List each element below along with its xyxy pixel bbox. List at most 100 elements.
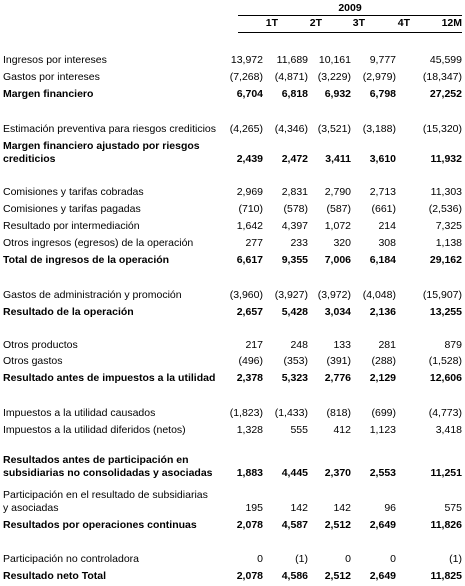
cell-3t: 1,072: [324, 220, 351, 232]
cell-12m: 575: [444, 502, 462, 514]
cell-12m: (4,773): [428, 407, 462, 419]
table-row: Gastos por intereses (7,268) (4,871) (3,229…: [0, 71, 465, 84]
row-label: Total de ingresos de la operación: [3, 254, 170, 266]
cell-2t: 233: [290, 237, 308, 249]
cell-2t: (3,927): [274, 289, 308, 301]
cell-3t: (3,229): [317, 71, 351, 83]
row-label: Comisiones y tarifas cobradas: [3, 186, 144, 198]
row-label: Resultado de la operación: [3, 306, 134, 318]
cell-4t: 2,649: [369, 519, 396, 531]
row-label: Gastos por intereses: [3, 71, 100, 83]
table-row: Impuestos a la utilidad causados (1,823) (…: [0, 407, 465, 420]
row-label: Resultados por operaciones continuas: [3, 519, 197, 531]
cell-3t: 2,790: [324, 186, 351, 198]
row-label: Ingresos por intereses: [3, 54, 107, 66]
cell-1t: 6,617: [236, 254, 263, 266]
cell-4t: 6,184: [369, 254, 396, 266]
cell-12m: (2,536): [428, 203, 462, 215]
cell-12m: (15,907): [422, 289, 462, 301]
column-header-1t: 1T: [265, 17, 278, 29]
cell-1t: 2,378: [236, 372, 263, 384]
row-label: Otros ingresos (egresos) de la operación: [3, 237, 194, 249]
table-row: Resultado antes de impuestos a la utilid…: [0, 372, 465, 385]
year-header: 2009: [338, 2, 362, 14]
cell-3t: 2,776: [324, 372, 351, 384]
table-row: Resultados por operaciones continuas 2,07…: [0, 519, 465, 532]
cell-3t: 3,034: [324, 306, 351, 318]
row-label: Resultados antes de participación en: [3, 454, 189, 466]
cell-1t: 6,704: [236, 88, 263, 100]
cell-1t: 2,078: [236, 570, 263, 582]
cell-4t: (2,979): [362, 71, 396, 83]
cell-1t: (1,823): [229, 407, 263, 419]
cell-3t: (3,972): [317, 289, 351, 301]
cell-3t: (391): [326, 355, 351, 367]
cell-2t: 2,831: [281, 186, 308, 198]
cell-2t: (1): [295, 553, 308, 565]
cell-12m: 11,825: [430, 570, 462, 582]
cell-12m: 3,418: [435, 424, 462, 436]
row-label: Participación no controladora: [3, 553, 139, 565]
cell-1t: 2,657: [236, 306, 263, 318]
cell-3t: 142: [333, 502, 351, 514]
cell-4t: 2,129: [369, 372, 396, 384]
cell-4t: 2,136: [369, 306, 396, 318]
cell-4t: 96: [384, 502, 396, 514]
cell-3t: 2,512: [324, 570, 351, 582]
cell-2t: 6,818: [281, 88, 308, 100]
year-underline: [238, 15, 462, 16]
cell-1t: 217: [245, 339, 263, 351]
cell-2t: (578): [283, 203, 308, 215]
cell-3t: (818): [326, 407, 351, 419]
cell-12m: (1,528): [428, 355, 462, 367]
cell-12m: 13,255: [429, 306, 462, 318]
cell-4t: 2,649: [369, 570, 396, 582]
table-row: Ingresos por intereses 13,972 11,689 10,161…: [0, 54, 465, 67]
cell-1t: 277: [245, 237, 263, 249]
cell-2t: 5,428: [281, 306, 308, 318]
cell-3t: 3,411: [325, 153, 351, 165]
cell-12m: (15,320): [422, 123, 462, 135]
cell-1t: 2,969: [236, 186, 263, 198]
row-label: Estimación preventiva para riesgos credi…: [3, 123, 217, 135]
cell-1t: 1,883: [236, 467, 263, 479]
cell-1t: 2,439: [236, 153, 263, 165]
row-label: Resultado por intermediación: [3, 220, 140, 232]
cell-1t: 1,642: [236, 220, 263, 232]
row-label: Comisiones y tarifas pagadas: [3, 203, 141, 215]
row-label-continued: subsidiarias no consolidadas y asociadas: [3, 467, 213, 479]
cell-2t: 4,397: [281, 220, 308, 232]
table-row: Participación en el resultado de subsidi…: [0, 489, 465, 515]
cell-2t: 248: [290, 339, 308, 351]
cell-2t: (4,346): [274, 123, 308, 135]
cell-4t: 214: [378, 220, 396, 232]
column-header-12m: 12M: [441, 17, 462, 29]
table-row: Otros productos 217 248 133 281 879: [0, 339, 465, 352]
cell-12m: 12,606: [429, 372, 462, 384]
row-label: Margen financiero: [3, 88, 94, 100]
cell-2t: 5,323: [281, 372, 308, 384]
cell-4t: 308: [378, 237, 396, 249]
cell-3t: 2,370: [324, 467, 351, 479]
table-row: Estimación preventiva para riesgos credi…: [0, 123, 465, 136]
cell-3t: 412: [333, 424, 351, 436]
row-label: Participación en el resultado de subsidi…: [3, 489, 208, 501]
cell-1t: 2,078: [236, 519, 263, 531]
row-label-continued: crediticios: [3, 153, 56, 165]
cell-2t: 4,587: [281, 519, 308, 531]
cell-2t: 4,445: [281, 467, 308, 479]
cell-12m: 1,138: [435, 237, 462, 249]
cell-4t: 6,798: [369, 88, 396, 100]
row-label: Otros productos: [3, 339, 78, 351]
cell-1t: (7,268): [229, 71, 263, 83]
table-row: Gastos de administración y promoción (3,9…: [0, 289, 465, 302]
table-row: Comisiones y tarifas cobradas 2,969 2,831 2…: [0, 186, 465, 199]
cell-12m: 27,252: [429, 88, 462, 100]
row-label-continued: y asociadas: [3, 502, 59, 514]
cell-1t: (496): [238, 355, 263, 367]
cell-1t: 195: [245, 502, 263, 514]
cell-12m: 11,251: [430, 467, 462, 479]
cell-1t: 1,328: [236, 424, 263, 436]
cell-1t: (3,960): [229, 289, 263, 301]
cell-4t: 2,713: [369, 186, 396, 198]
